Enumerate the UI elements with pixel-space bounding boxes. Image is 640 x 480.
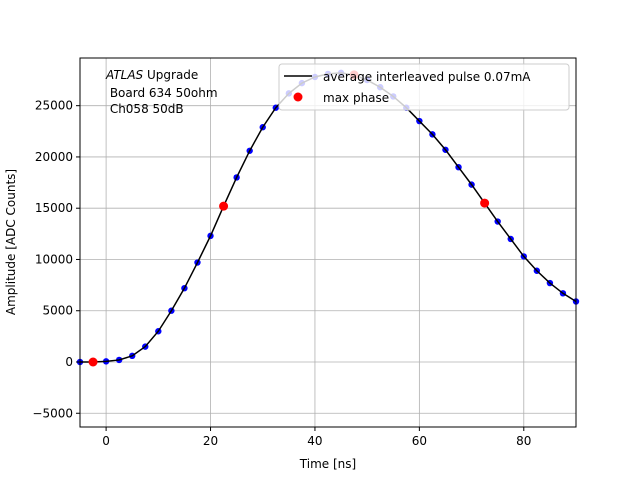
- x-tick-label: 0: [102, 434, 110, 448]
- y-tick-label: 15000: [35, 201, 73, 215]
- board-label: Board 634 50ohm: [106, 86, 218, 100]
- y-tick-label: 10000: [35, 252, 73, 266]
- x-tick-label: 40: [307, 434, 322, 448]
- x-tick-label: 60: [412, 434, 427, 448]
- x-axis-label: Time [ns]: [299, 457, 356, 471]
- x-tick-label: 80: [516, 434, 531, 448]
- max-phase-point: [219, 201, 229, 211]
- upgrade-label: Upgrade: [143, 68, 198, 82]
- max-phase-point: [480, 198, 490, 208]
- y-tick-label: 0: [65, 355, 73, 369]
- tick-labels: 0 20 40 60 80 −5000 0 5000 10000 15000 20000 25000: [32, 99, 531, 448]
- legend-box: [278, 63, 570, 111]
- pulse-line: [80, 72, 577, 363]
- max-phase-point: [88, 357, 98, 367]
- legend-series-1: average interleaved pulse 0.07mA: [323, 70, 531, 84]
- y-tick-label: 25000: [35, 99, 73, 113]
- plot-frame: [79, 57, 577, 428]
- y-tick-label: −5000: [32, 406, 73, 420]
- legend: average interleaved pulse 0.07mA max pha…: [278, 63, 570, 111]
- atlas-label: ATLAS: [105, 68, 144, 82]
- channel-label: Ch058 50dB: [106, 102, 184, 116]
- y-tick-label: 20000: [35, 150, 73, 164]
- legend-marker-swatch: [293, 92, 303, 102]
- grid: [80, 58, 576, 427]
- y-axis-label: Amplitude [ADC Counts]: [4, 169, 18, 315]
- svg-text:ATLAS Upgrade: ATLAS Upgrade: [105, 68, 198, 82]
- y-tick-label: 5000: [42, 304, 73, 318]
- x-tick-label: 20: [203, 434, 218, 448]
- legend-series-2: max phase: [323, 91, 389, 105]
- annotation: ATLAS Upgrade Board 634 50ohm Ch058 50dB: [105, 68, 218, 116]
